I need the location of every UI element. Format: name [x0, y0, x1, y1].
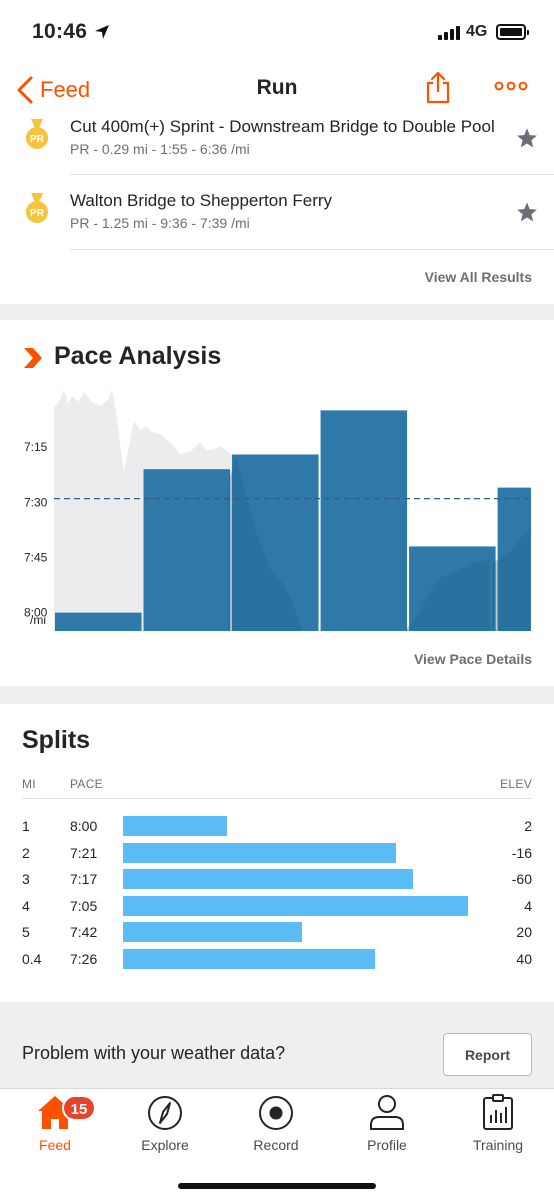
split-row: 0.4 7:26 40	[0, 948, 554, 970]
tab-record[interactable]: Record	[221, 1093, 331, 1159]
tab-explore[interactable]: Explore	[110, 1093, 220, 1159]
profile-icon	[370, 1095, 404, 1130]
status-bar: 10:46 4G	[0, 0, 554, 64]
row-divider	[70, 174, 554, 175]
star-icon[interactable]	[516, 201, 538, 223]
segment-title: Walton Bridge to Shepperton Ferry	[70, 191, 333, 210]
segment-subtitle: PR - 1.25 mi - 9:36 - 7:39 /mi	[70, 215, 250, 231]
split-elev: 4	[524, 897, 532, 914]
split-pace-bar	[123, 949, 375, 969]
split-row: 2 7:21 -16	[0, 842, 554, 864]
battery-icon	[496, 24, 529, 40]
pace-bar	[497, 487, 531, 631]
share-icon[interactable]	[424, 70, 452, 104]
compass-icon	[148, 1096, 182, 1130]
record-icon	[259, 1096, 293, 1130]
y-tick-label: 7:15	[24, 440, 48, 454]
split-mi: 4	[22, 897, 30, 914]
weather-question: Problem with your weather data?	[22, 1043, 286, 1063]
split-row: 1 8:00 2	[0, 815, 554, 837]
split-pace: 8:00	[70, 818, 98, 834]
star-icon[interactable]	[516, 127, 538, 149]
pace-chart: 7:15 7:30 7:45 8:00/mi	[24, 390, 532, 631]
segment-subtitle: PR - 0.29 mi - 1:55 - 6:36 /mi	[70, 141, 250, 157]
splits-card: Splits MI PACE ELEV 1 8:00 2 2 7:21 -16 3 7:17 -…	[0, 704, 554, 1002]
split-mi: 3	[22, 871, 30, 888]
elev-column-header: ELEV	[500, 777, 532, 791]
location-arrow-icon	[95, 25, 109, 39]
splits-heading: Splits	[22, 726, 91, 754]
split-pace-bar	[123, 922, 303, 943]
network-label: 4G	[466, 23, 488, 40]
split-elev: 2	[524, 818, 532, 834]
split-pace: 7:05	[70, 897, 98, 914]
back-button[interactable]: Feed	[14, 72, 90, 108]
mi-column-header: MI	[22, 777, 36, 791]
view-all-results-link[interactable]: View All Results	[424, 269, 532, 285]
split-pace-bar	[123, 816, 227, 836]
y-tick-label: 7:30	[24, 495, 48, 509]
split-elev: -60	[511, 871, 532, 888]
tab-label: Feed	[39, 1137, 71, 1153]
pace-bar	[409, 546, 496, 631]
split-row: 3 7:17 -60	[0, 868, 554, 890]
split-elev: 20	[516, 924, 532, 941]
chevron-left-icon	[17, 76, 33, 104]
row-divider	[70, 249, 554, 250]
split-mi: 0.4	[22, 951, 42, 967]
split-row: 5 7:42 20	[0, 921, 554, 943]
report-button[interactable]: Report	[443, 1033, 532, 1076]
tab-label: Explore	[141, 1137, 189, 1153]
split-pace: 7:21	[70, 844, 98, 861]
pace-analysis-heading: Pace Analysis	[54, 342, 222, 370]
weather-card: Problem with your weather data? Report	[0, 1018, 554, 1088]
tab-training[interactable]: Training	[443, 1093, 553, 1159]
split-mi: 2	[22, 844, 30, 861]
splits-divider	[22, 798, 532, 799]
back-label: Feed	[40, 77, 91, 102]
bar-overlay-shading	[228, 458, 530, 631]
svg-text:PR: PR	[30, 208, 45, 219]
more-icon[interactable]	[493, 78, 529, 94]
split-pace: 7:26	[70, 951, 98, 967]
tab-bar: Feed 15 Explore Record Profile Training	[0, 1088, 554, 1200]
tab-label: Record	[253, 1137, 299, 1153]
status-time: 10:46	[32, 20, 88, 43]
split-elev: 40	[516, 951, 532, 967]
split-pace-bar	[123, 895, 468, 916]
split-row: 4 7:05 4	[0, 895, 554, 917]
pace-column-header: PACE	[70, 777, 103, 791]
training-icon	[483, 1094, 513, 1130]
split-mi: 5	[22, 924, 30, 941]
pace-bar	[232, 454, 319, 631]
nav-bar: Feed Run	[0, 64, 554, 118]
split-pace-bar	[123, 869, 413, 890]
notification-badge: 15	[62, 1095, 96, 1121]
chevron-right-icon	[24, 348, 42, 368]
signal-icon	[438, 26, 460, 40]
view-pace-details-link[interactable]: View Pace Details	[413, 651, 532, 667]
home-indicator	[178, 1183, 376, 1189]
tab-label: Profile	[367, 1137, 407, 1153]
tab-profile[interactable]: Profile	[332, 1093, 442, 1159]
tab-feed[interactable]: Feed 15	[0, 1093, 110, 1159]
segment-results-card: PR Cut 400m(+) Sprint - Downstream Bridg…	[0, 117, 554, 304]
pr-medal-icon: PR	[26, 119, 48, 149]
pace-analysis-card: Pace Analysis 7:15 7:30 7:45 8:00/mi View P…	[0, 320, 554, 686]
split-elev: -16	[511, 844, 532, 861]
y-tick-label: 8:00	[24, 606, 48, 620]
y-tick-label: 7:45	[24, 550, 48, 564]
pace-bar	[320, 410, 408, 631]
split-pace: 7:17	[70, 871, 98, 888]
pace-bar	[143, 469, 231, 631]
split-pace-bar	[123, 842, 396, 863]
segment-title: Cut 400m(+) Sprint - Downstream Bridge t…	[70, 117, 495, 136]
split-pace: 7:42	[70, 924, 98, 941]
split-mi: 1	[22, 818, 30, 834]
tab-label: Training	[472, 1137, 524, 1153]
pr-medal-icon: PR	[26, 193, 48, 223]
svg-text:PR: PR	[30, 134, 45, 145]
pace-bar	[55, 612, 142, 631]
y-unit-label: /mi	[30, 613, 46, 627]
